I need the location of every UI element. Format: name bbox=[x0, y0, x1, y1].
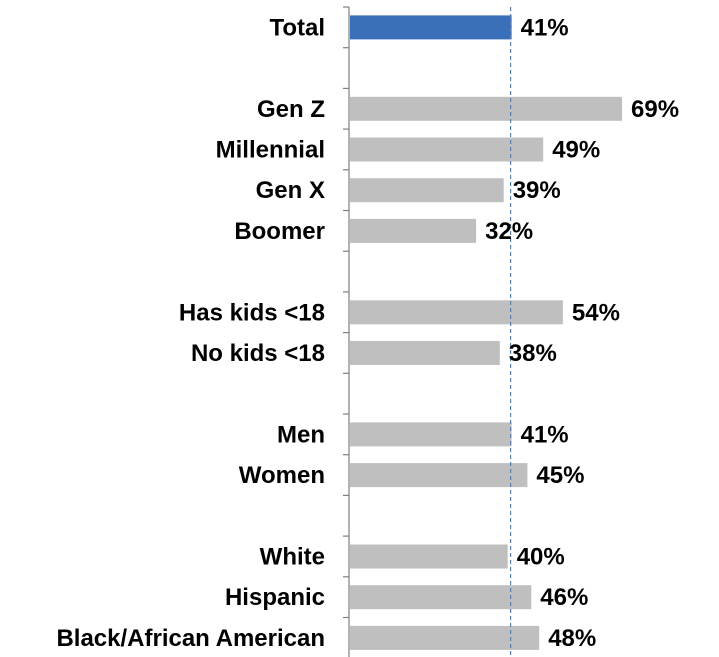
category-label: Gen Z bbox=[257, 96, 325, 123]
value-label: 69% bbox=[631, 96, 679, 123]
bar-white bbox=[350, 544, 508, 569]
value-label: 38% bbox=[509, 340, 557, 367]
category-label: Has kids <18 bbox=[179, 299, 325, 326]
category-axis bbox=[343, 6, 350, 657]
bar-hispanic bbox=[350, 585, 532, 610]
category-label: Black/African American bbox=[56, 625, 325, 652]
category-label: Men bbox=[277, 421, 325, 448]
value-label: 39% bbox=[513, 177, 561, 204]
category-label: No kids <18 bbox=[191, 340, 325, 367]
category-label: Women bbox=[239, 462, 325, 489]
bar-gen-z bbox=[350, 96, 622, 121]
value-label: 40% bbox=[517, 544, 565, 571]
value-label: 32% bbox=[485, 218, 533, 245]
value-label: 49% bbox=[552, 137, 600, 164]
value-label: 48% bbox=[548, 625, 596, 652]
bar-no-kids-18 bbox=[350, 341, 500, 365]
bar-women bbox=[350, 463, 528, 488]
bar-millennial bbox=[350, 137, 544, 162]
category-label: Hispanic bbox=[225, 584, 325, 611]
bar-total bbox=[350, 15, 512, 40]
bar-gen-x bbox=[350, 178, 504, 203]
bars-layer bbox=[350, 15, 622, 650]
category-label: Gen X bbox=[256, 177, 325, 204]
value-label: 46% bbox=[540, 584, 588, 611]
labels-layer: 41% Total 69% Gen Z 49% Millennial 39% Gen X 32%… bbox=[56, 14, 679, 652]
bar-boomer bbox=[350, 218, 477, 243]
category-label: Boomer bbox=[234, 218, 325, 245]
value-label: 41% bbox=[521, 421, 569, 448]
value-label: 45% bbox=[536, 462, 584, 489]
bar-black-african-american bbox=[350, 625, 540, 650]
value-label: 54% bbox=[572, 299, 620, 326]
category-label: Total bbox=[269, 14, 325, 41]
bar-has-kids-18 bbox=[350, 300, 563, 325]
value-label: 41% bbox=[521, 14, 569, 41]
category-label: Millennial bbox=[216, 137, 325, 164]
category-label: White bbox=[260, 544, 325, 571]
bar-men bbox=[350, 422, 512, 447]
